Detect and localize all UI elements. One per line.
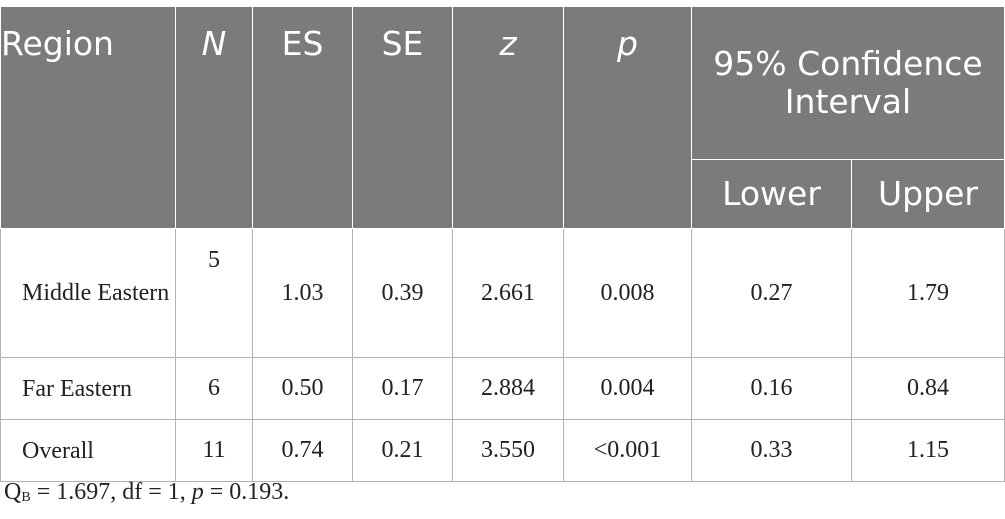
header-n: N — [175, 6, 253, 229]
header-p: p — [563, 6, 692, 229]
cell-es: 0.74 — [252, 419, 353, 482]
cell-z: 2.661 — [452, 228, 564, 358]
p-value: = 0.193. — [203, 479, 290, 505]
table-row: Middle Eastern 5 1.03 0.39 2.661 0.008 0… — [0, 228, 1005, 358]
cell-n: 6 — [175, 357, 253, 420]
cell-p: 0.004 — [563, 357, 692, 420]
cell-es: 1.03 — [252, 228, 353, 358]
cell-region: Overall — [0, 419, 176, 482]
header-row: Region N ES SE z p 95% Confidence Interv… — [0, 6, 1005, 229]
cell-upper: 1.15 — [851, 419, 1005, 482]
cell-n: 5 — [175, 228, 253, 358]
cell-z: 3.550 — [452, 419, 564, 482]
cell-se: 0.39 — [352, 228, 453, 358]
header-z: z — [452, 6, 564, 229]
cell-p: 0.008 — [563, 228, 692, 358]
cell-es: 0.50 — [252, 357, 353, 420]
cell-lower: 0.27 — [691, 228, 852, 358]
cell-z: 2.884 — [452, 357, 564, 420]
header-confidence-interval: 95% Confidence Interval — [691, 6, 1005, 160]
results-table: Region N ES SE z p 95% Confidence Interv… — [0, 6, 1005, 482]
header-upper: Upper — [851, 159, 1005, 229]
cell-upper: 0.84 — [851, 357, 1005, 420]
q-value: = 1.697, df = 1, — [30, 479, 192, 505]
q-symbol: Q — [4, 479, 22, 505]
cell-se: 0.21 — [352, 419, 453, 482]
header-lower: Lower — [691, 159, 852, 229]
cell-upper: 1.79 — [851, 228, 1005, 358]
header-es: ES — [252, 6, 353, 229]
header-region: Region — [0, 6, 176, 229]
cell-p: <0.001 — [563, 419, 692, 482]
cell-region: Far Eastern — [0, 357, 176, 420]
cell-lower: 0.16 — [691, 357, 852, 420]
header-se: SE — [352, 6, 453, 229]
cell-n: 11 — [175, 419, 253, 482]
table-footnote: QB = 1.697, df = 1, p = 0.193. — [4, 479, 289, 506]
table-row: Far Eastern 6 0.50 0.17 2.884 0.004 0.16… — [0, 357, 1005, 420]
header-subrow: Lower Upper — [1, 159, 1005, 229]
p-symbol: p — [191, 479, 204, 505]
q-subscript: B — [21, 490, 31, 505]
cell-region: Middle Eastern — [0, 228, 176, 358]
cell-lower: 0.33 — [691, 419, 852, 482]
table-row: Overall 11 0.74 0.21 3.550 <0.001 0.33 1… — [0, 419, 1005, 482]
cell-se: 0.17 — [352, 357, 453, 420]
